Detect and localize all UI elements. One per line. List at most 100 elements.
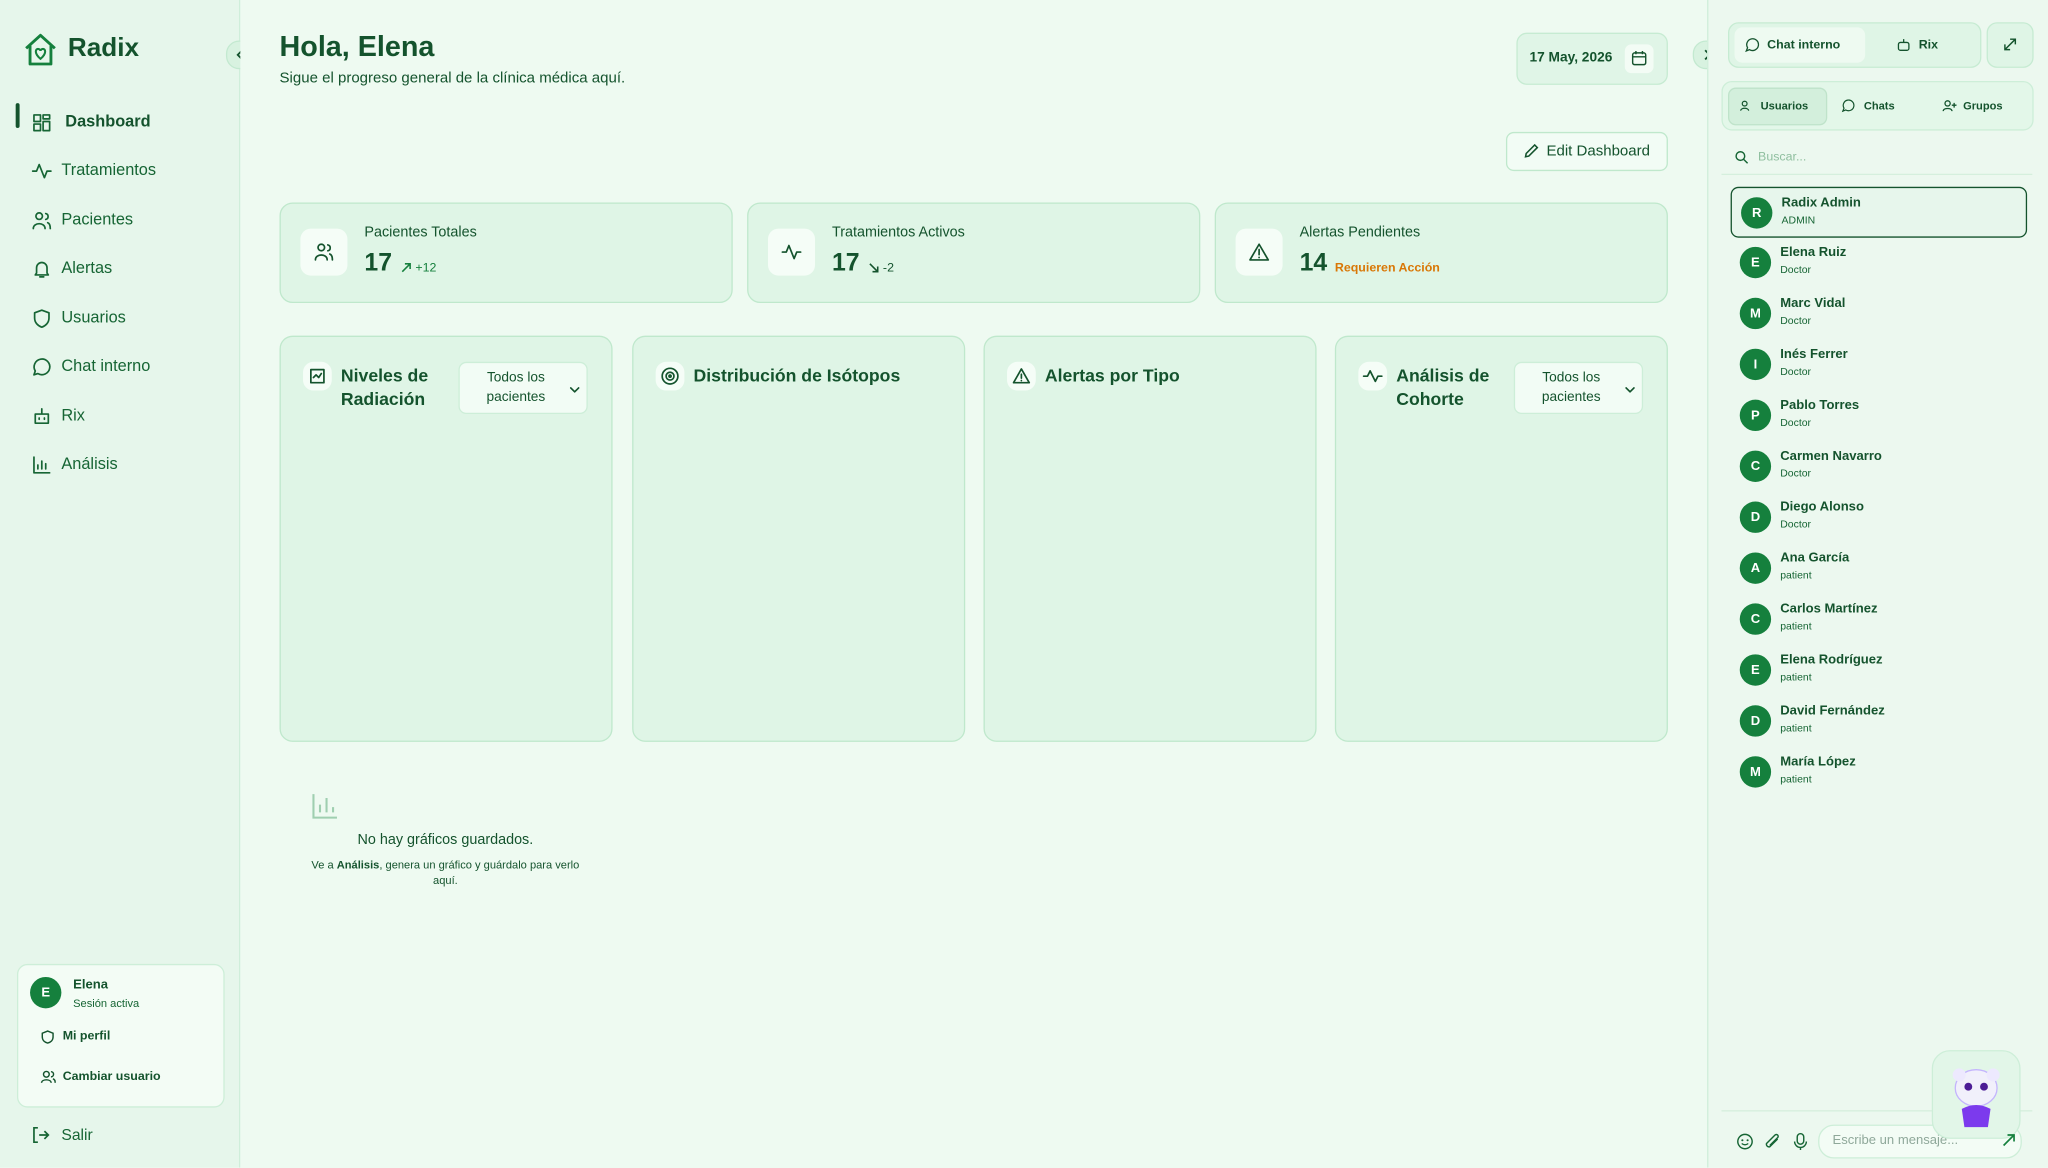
edit-label: Edit Dashboard [1546,143,1650,160]
tab[interactable]: Rix [1918,37,1939,53]
stat-delta: +12 [415,261,437,276]
delta-arrow [401,263,411,273]
user-name: Carmen Navarro [1780,449,1882,464]
chart-icon [661,367,679,385]
delta-arrow [869,263,879,273]
nav-item[interactable]: Análisis [0,445,239,484]
logout[interactable]: Salir [61,1125,93,1145]
user-name: Elena [73,978,108,993]
nav-label: Pacientes [61,210,134,229]
nav-icon [33,456,51,474]
stat-icon [314,243,334,261]
user-role: Doctor [1780,263,1812,276]
user-role: patient [1780,671,1812,684]
nav-item[interactable]: Tratamientos [0,152,239,191]
chart-icon-box [1007,361,1036,391]
avatar: I [1739,348,1772,381]
expand-button[interactable] [1986,22,2034,68]
avatar: C [1739,603,1772,635]
nav-item[interactable]: Alertas [0,249,239,288]
input-icons [1737,1132,1808,1151]
user-row[interactable]: P Pablo Torres Doctor [1731,391,2025,439]
chart-icon [310,368,325,384]
search-icon [1735,151,1749,164]
nav-item[interactable]: Dashboard [0,103,239,142]
nav-item[interactable]: Usuarios [0,299,239,338]
user-row[interactable]: R Radix Admin ADMIN [1730,186,2028,238]
chart-card: Alertas por Tipo [983,335,1317,742]
user-row[interactable]: E Elena Ruiz Doctor [1731,238,2025,286]
avatar: P [1739,399,1772,432]
nav-label: Chat interno [61,356,151,375]
user-row[interactable]: C Carlos Martínez patient [1731,594,2025,642]
empty-link[interactable]: Análisis [336,858,380,872]
stat-value: 17 [831,249,860,277]
mascot[interactable] [1931,1050,2021,1139]
nav-icon [34,261,50,278]
calendar-icon [1631,50,1647,66]
avatar: E [30,976,62,1009]
menu-item[interactable]: Cambiar usuario [62,1069,161,1085]
stat-icon-box [1235,228,1283,276]
menu-item[interactable]: Mi perfil [62,1029,111,1044]
chart-title: Niveles de Radiación [340,365,429,409]
edit-dashboard-button[interactable]: Edit Dashboard [1505,131,1668,172]
user-row[interactable]: M Marc Vidal Doctor [1731,289,2025,337]
brand: Radix [67,33,140,63]
user-role: patient [1780,773,1812,785]
user-name: Diego Alonso [1780,500,1864,515]
nav-label: Dashboard [65,112,151,131]
nav-item[interactable]: Pacientes [0,201,239,240]
date-picker[interactable]: 17 May, 2026 [1516,32,1668,85]
chart-icon [1362,370,1383,383]
user-role: ADMIN [1781,214,1816,226]
nav-item[interactable]: Chat interno [0,347,239,386]
chat-icon [1745,38,1760,53]
nav-icon [34,407,50,425]
empty-text: Ve a Análisis, genera un gráfico y guárd… [311,857,580,888]
user-row[interactable]: D David Fernández patient [1731,696,2025,744]
chart-icon [661,367,679,385]
user-name: Radix Admin [1781,195,1861,211]
delta-arrow [869,263,879,273]
avatar: M [1739,297,1772,330]
filter-dropdown[interactable]: Todos los pacientes [1513,361,1644,415]
search-placeholder: Buscar... [1758,150,1807,165]
nav-icon [33,114,51,132]
nav-icon [33,456,51,474]
user-row[interactable]: M María López patient [1731,747,2025,795]
nav-label: Usuarios [61,308,126,327]
user-row[interactable]: A Ana García patient [1731,543,2025,591]
nav-item[interactable]: Rix [0,397,239,436]
subtitle: Sigue el progreso general de la clínica … [279,70,626,87]
avatar: D [1739,501,1772,533]
user-name: María López [1780,754,1856,770]
user-row[interactable]: E Elena Rodríguez patient [1731,645,2025,693]
user-row[interactable]: D Diego Alonso Doctor [1731,492,2025,540]
subtab[interactable]: Chats [1863,99,1895,113]
subtab[interactable]: Usuarios [1760,99,1809,113]
stat-card: Alertas Pendientes 14 Requieren Acción [1214,202,1668,304]
nav-icon [34,261,50,278]
chart-icon-box [655,361,685,391]
user-name: Inés Ferrer [1780,347,1848,362]
filter-dropdown[interactable]: Todos los pacientes [458,361,588,415]
subtab[interactable]: Grupos [1963,99,2003,113]
nav-label: Alertas [61,258,113,277]
search-box[interactable]: Buscar... [1721,142,2033,176]
nav-icon [31,163,52,179]
chat-tabs: Chat interno Rix [1727,22,1982,68]
user-row[interactable]: C Carmen Navarro Doctor [1731,441,2025,489]
send-icon[interactable] [2000,1131,2018,1149]
user-row[interactable]: I Inés Ferrer Doctor [1731,340,2025,388]
stat-value: 14 [1299,249,1328,277]
expand-icon [2004,38,2017,51]
chevron [1625,387,1635,393]
calendar-button[interactable] [1624,44,1654,74]
chart-icon [1362,370,1383,383]
chart-icon-box [303,361,332,391]
tab-active[interactable] [1734,27,1866,63]
tab[interactable]: Chat interno [1767,37,1841,53]
